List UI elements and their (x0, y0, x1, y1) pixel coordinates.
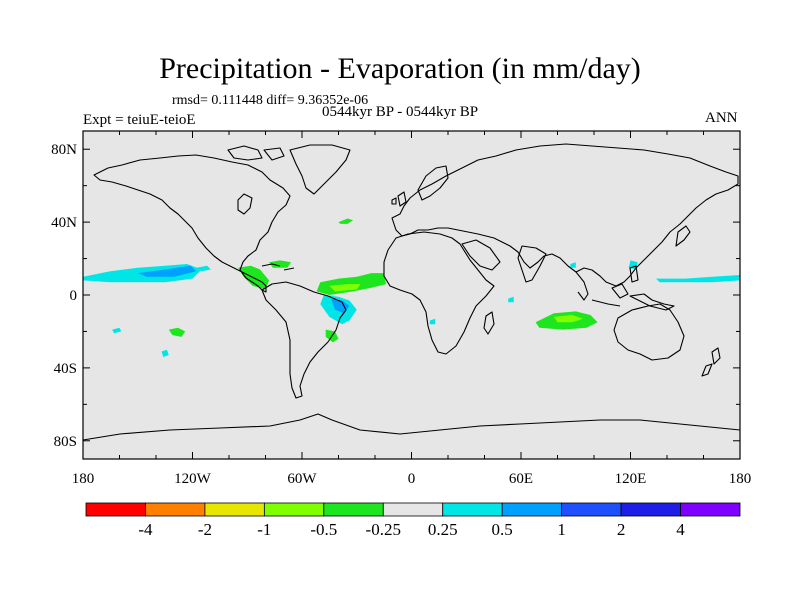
anomaly-mauritius-cyan (429, 318, 436, 325)
coast-british-isles (391, 191, 407, 207)
coast-madagascar (483, 311, 495, 335)
coast-japan (629, 225, 691, 283)
x-tick-label: 180 (72, 471, 95, 487)
anomaly-mid-atlantic-n (338, 218, 354, 224)
x-tick-label: 180 (729, 471, 752, 487)
x-tick-label: 120E (615, 471, 647, 487)
anomaly-caribbean (269, 260, 291, 268)
y-tick-label: 40S (54, 361, 77, 377)
experiment-label: Expt = teiuE-teioE (83, 112, 196, 128)
colorbar-swatch (145, 502, 206, 517)
coast-scandinavia (417, 165, 449, 201)
coast-india (517, 245, 547, 283)
y-axis: 80N 40N 0 40S 80S (51, 142, 740, 450)
coast-hudson (237, 193, 253, 215)
coast-australia (613, 303, 685, 361)
colorbar-swatch (323, 502, 384, 517)
season-label: ANN (705, 110, 738, 126)
x-tick-label: 60W (287, 471, 317, 487)
y-tick-label: 40N (51, 215, 77, 231)
coast-eurasia (391, 143, 739, 287)
anomaly-amazon-blue (331, 298, 350, 314)
anomaly-trop-pacific-core (137, 265, 197, 277)
x-tick-label: 0 (408, 471, 416, 487)
colorbar-swatch (263, 502, 325, 517)
colorbar-label: -0.5 (310, 520, 337, 539)
anomaly-e-africa-cyan (508, 296, 514, 303)
colorbar-swatch (442, 502, 503, 517)
coast-south-america (261, 281, 347, 399)
colorbar-label: 2 (617, 520, 626, 539)
colorbar-label: -0.25 (366, 520, 401, 539)
coast-north-america (93, 154, 291, 293)
colorbar-label: -2 (198, 520, 212, 539)
colorbar-label: 0.25 (428, 520, 458, 539)
coastlines (82, 143, 741, 441)
anomaly-trop-atlantic-light (329, 284, 361, 292)
coast-africa (383, 231, 495, 355)
coast-new-zealand (701, 347, 721, 377)
y-tick-label: 80S (54, 434, 77, 450)
colorbar-swatch (680, 502, 741, 517)
colorbar-swatch (85, 502, 146, 517)
colorbar-swatch (501, 502, 563, 517)
anomaly-s-pacific-green (168, 327, 186, 337)
coast-caribbean (261, 263, 295, 271)
colorbar-swatch (382, 502, 444, 517)
y-tick-label: 0 (70, 288, 78, 304)
colorbar-label: 4 (676, 520, 685, 539)
chart-title: Precipitation - Evaporation (in mm/day) (159, 52, 641, 85)
colorbar-swatch (561, 502, 622, 517)
coast-se-asia (575, 271, 675, 311)
x-axis: 180 120W 60W 0 60E 120E 180 (72, 131, 752, 487)
stats-label: rmsd= 0.111448 diff= 9.36352e-06 (172, 93, 369, 108)
colorbar-label: 1 (557, 520, 566, 539)
x-tick-label: 120W (174, 471, 212, 487)
coast-greenland (289, 144, 351, 195)
colorbar-swatch (620, 502, 681, 517)
colorbar-label: 0.5 (492, 520, 513, 539)
y-tick-label: 80N (51, 142, 77, 158)
colorbar-label: -4 (138, 520, 153, 539)
colorbar: -4 -2 -1 -0.5 -0.25 0.25 0.5 1 2 4 (85, 502, 741, 539)
chart-subtitle: 0544kyr BP - 0544kyr BP (322, 104, 479, 120)
anomaly-s-pacific-cyan-w (112, 327, 122, 334)
map-background (83, 131, 740, 459)
anomaly-e-pacific-cyan (196, 265, 211, 272)
coast-antarctica (82, 413, 741, 441)
x-tick-label: 60E (509, 471, 533, 487)
coast-arctic-islands (227, 145, 285, 161)
anomaly-arabian-sea-cyan (570, 262, 576, 268)
colorbar-label: -1 (257, 520, 271, 539)
anomaly-indian-ocean-light (553, 315, 583, 323)
coast-arabia (461, 239, 501, 271)
colorbar-swatch (204, 502, 265, 517)
anomaly-w-pacific-cyan (656, 275, 740, 283)
anomaly-s-pacific-cyan-s (161, 349, 169, 357)
